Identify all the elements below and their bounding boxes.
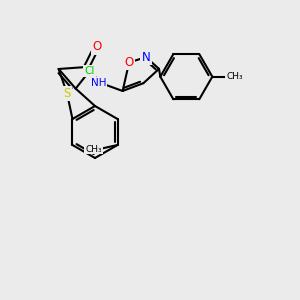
- Text: O: O: [124, 56, 134, 69]
- Text: Cl: Cl: [85, 66, 95, 76]
- Text: S: S: [63, 87, 71, 100]
- Text: NH: NH: [91, 78, 106, 88]
- Text: CH₃: CH₃: [85, 145, 102, 154]
- Text: CH₃: CH₃: [226, 72, 243, 81]
- Text: N: N: [142, 51, 150, 64]
- Text: O: O: [92, 40, 101, 53]
